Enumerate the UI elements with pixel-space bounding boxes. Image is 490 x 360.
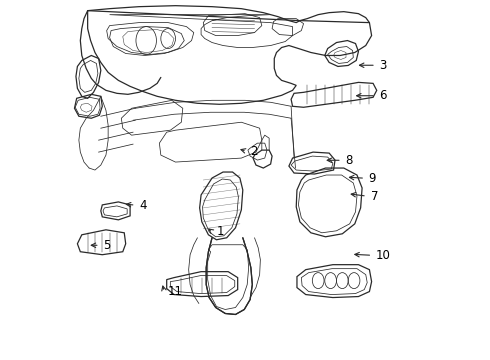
Text: 3: 3: [379, 59, 387, 72]
Text: 2: 2: [250, 145, 258, 158]
Text: 10: 10: [376, 249, 391, 262]
Text: 8: 8: [345, 154, 353, 167]
Text: 11: 11: [168, 285, 183, 298]
Text: 7: 7: [370, 190, 378, 203]
Text: 4: 4: [139, 199, 147, 212]
Text: 9: 9: [368, 172, 376, 185]
Text: 6: 6: [379, 89, 387, 102]
Text: 1: 1: [216, 225, 224, 238]
Text: 5: 5: [103, 239, 111, 252]
